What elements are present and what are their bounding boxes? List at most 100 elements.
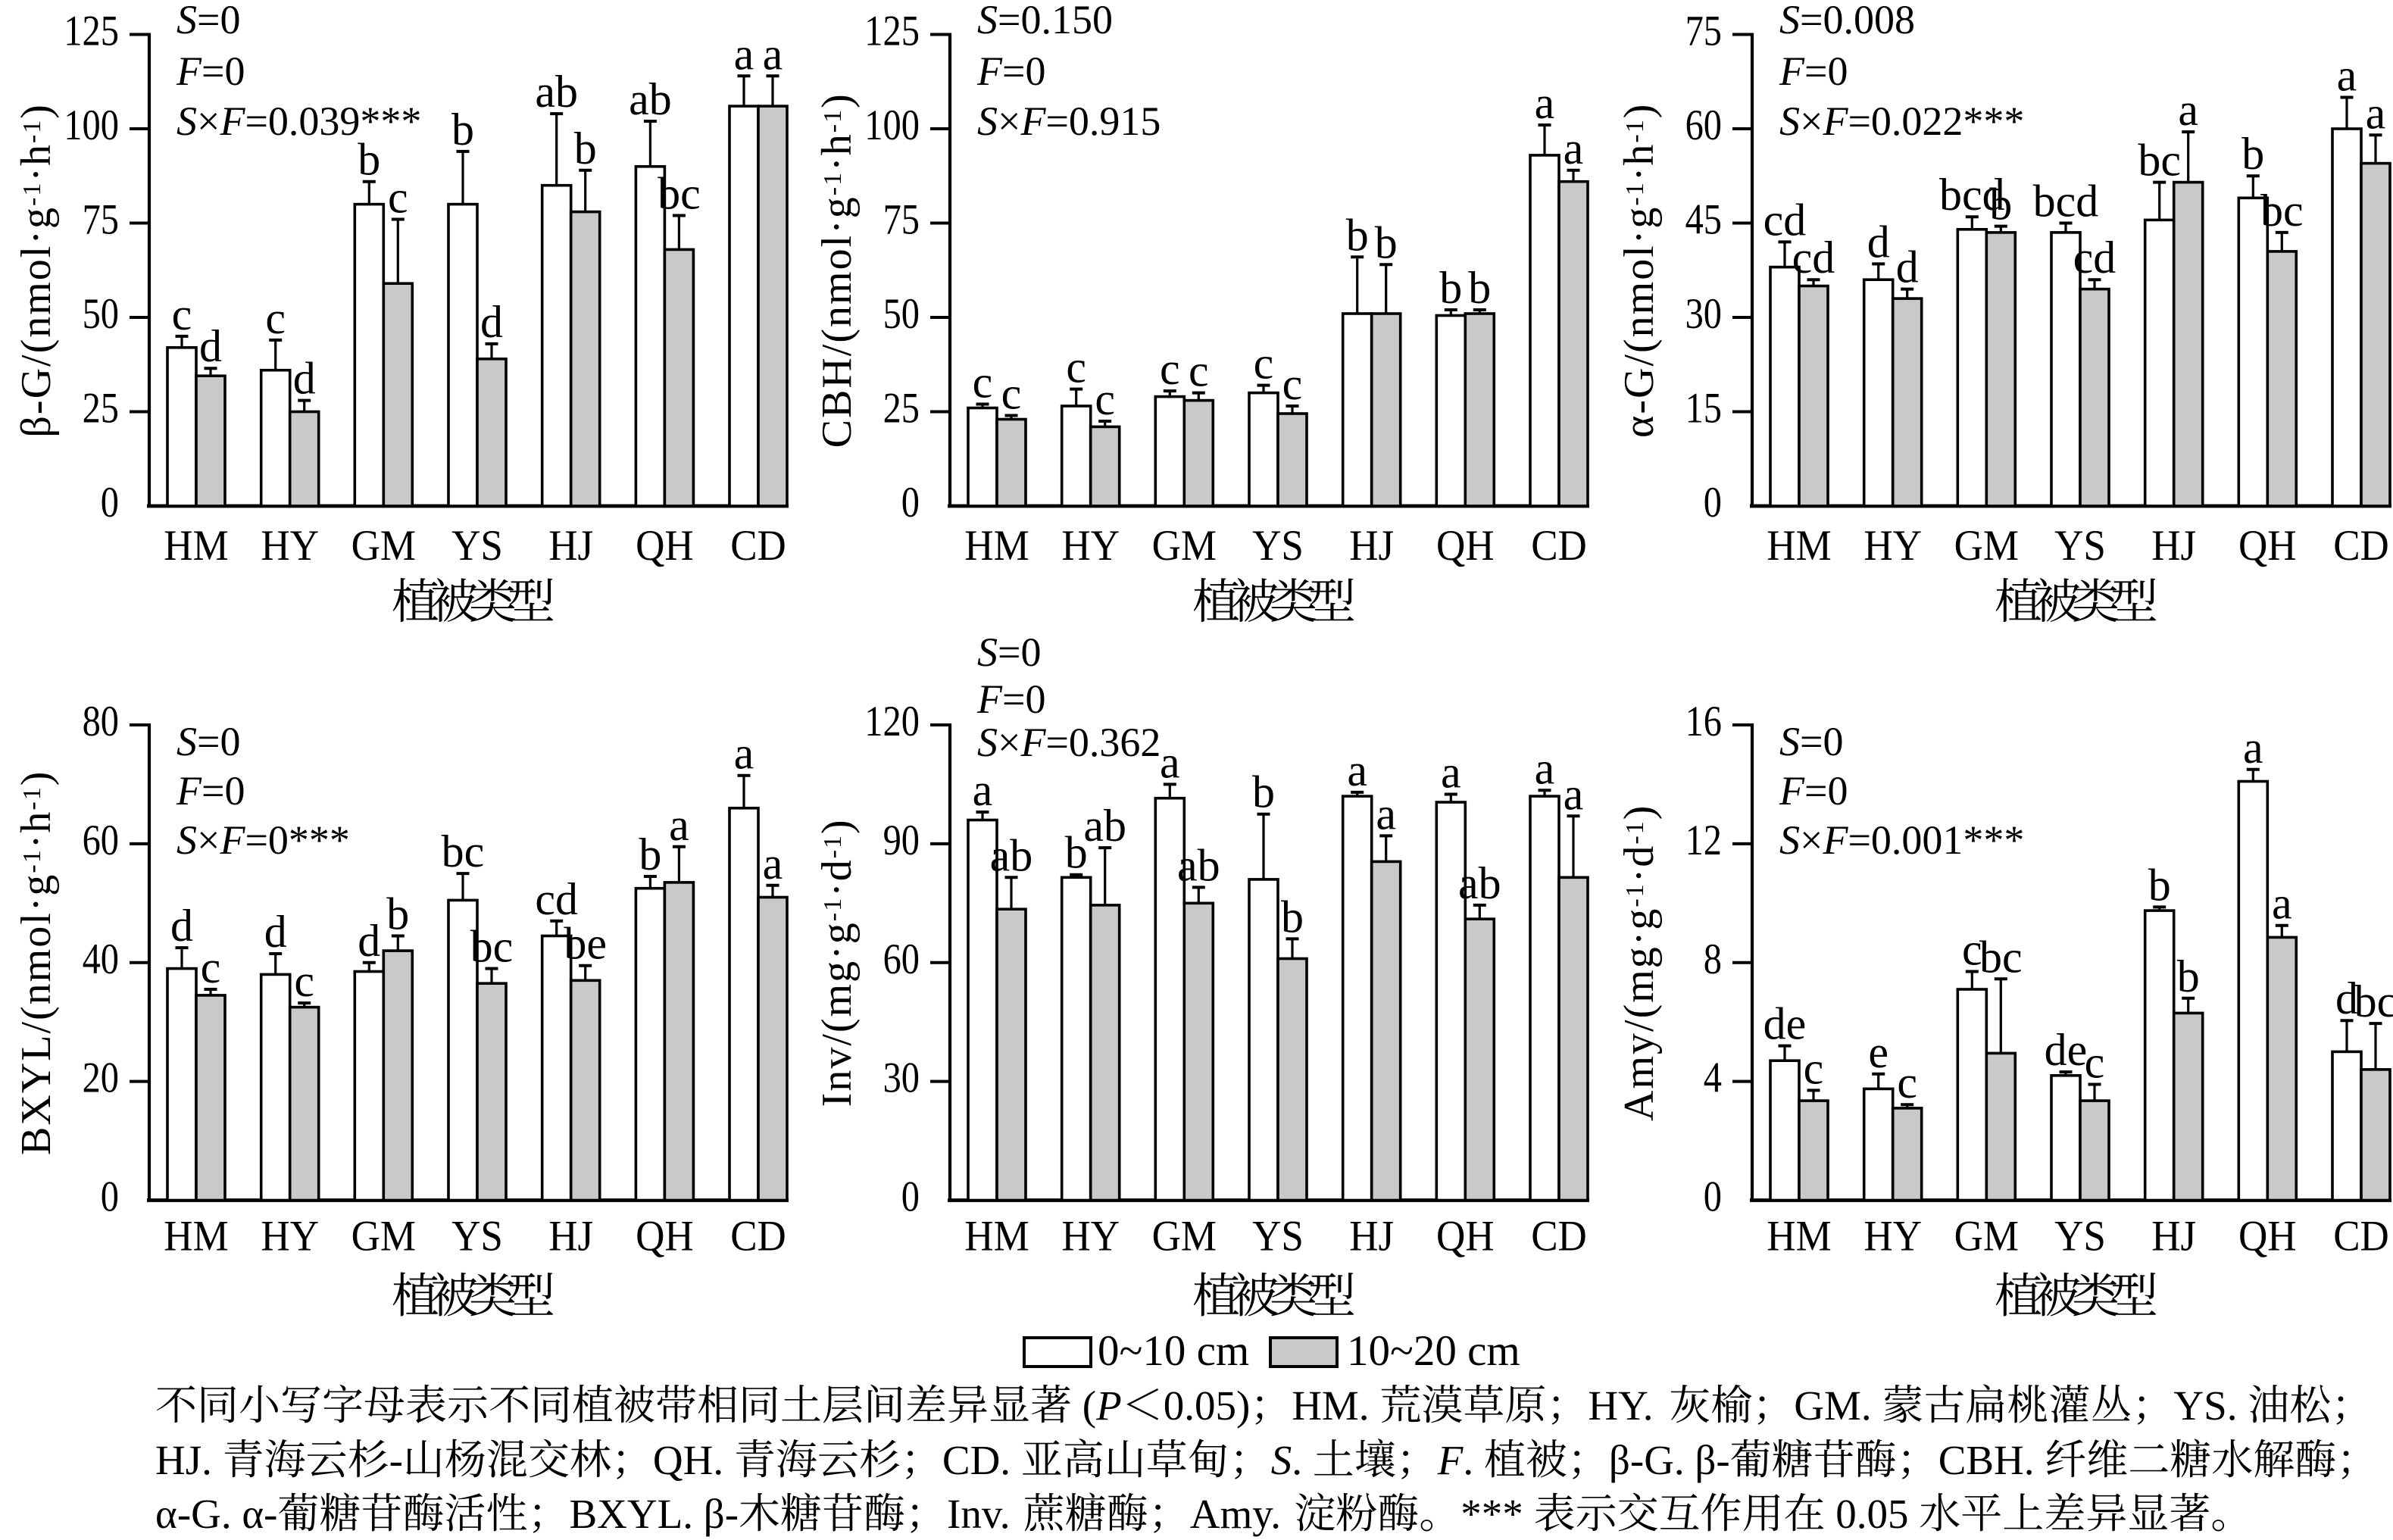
svg-text:b: b [1281, 892, 1304, 942]
svg-text:b: b [1989, 180, 2012, 230]
svg-text:d: d [1867, 217, 1890, 267]
svg-text:50: 50 [883, 290, 920, 338]
svg-text:bc: bc [1979, 932, 2023, 982]
svg-text:b: b [2148, 860, 2171, 910]
svg-text:0~10 cm: 0~10 cm [1098, 1327, 1249, 1375]
svg-text:a: a [2178, 85, 2198, 135]
svg-text:QH: QH [636, 1213, 694, 1260]
svg-text:a: a [1441, 748, 1461, 798]
svg-text:Amy/(mg·g-1·d-1): Amy/(mg·g-1·d-1) [1616, 804, 1663, 1121]
svg-text:-: - [389, 1437, 403, 1483]
svg-text:HY: HY [1061, 1213, 1120, 1260]
svg-text:F=0: F=0 [176, 768, 245, 814]
svg-text:a: a [2272, 879, 2292, 929]
svg-text:ab: ab [990, 830, 1033, 880]
svg-text:GM: GM [1954, 522, 2019, 570]
svg-text:10~20 cm: 10~20 cm [1347, 1327, 1520, 1375]
svg-text:0: 0 [101, 479, 119, 526]
svg-text:S.: S. [1271, 1437, 1302, 1483]
svg-text:cd: cd [1764, 195, 1807, 245]
svg-text:HY: HY [1061, 522, 1120, 570]
svg-text:de: de [2045, 1025, 2088, 1075]
svg-text:YS: YS [1252, 1213, 1304, 1260]
svg-text:HJ: HJ [548, 1213, 593, 1260]
svg-text:125: 125 [64, 8, 119, 55]
svg-text:HY.: HY. [1588, 1382, 1653, 1429]
svg-text:c: c [201, 942, 221, 992]
svg-text:YS: YS [1252, 522, 1304, 570]
svg-text:Inv.: Inv. [947, 1491, 1011, 1537]
svg-text:60: 60 [1685, 102, 1722, 149]
svg-text:a: a [2366, 88, 2386, 138]
svg-text:100: 100 [864, 102, 920, 149]
svg-text:CD: CD [2333, 1213, 2389, 1260]
svg-text:b: b [1346, 210, 1369, 260]
svg-text:a: a [1564, 769, 1584, 819]
svg-text:16: 16 [1685, 698, 1722, 745]
svg-text:HM: HM [164, 522, 228, 570]
svg-text:bc: bc [2138, 136, 2181, 186]
svg-text:d: d [293, 354, 316, 404]
svg-text:a: a [1347, 745, 1367, 795]
svg-text:S×F=0***: S×F=0*** [177, 817, 350, 863]
svg-text:be: be [564, 919, 607, 969]
svg-text:45: 45 [1685, 196, 1722, 244]
svg-text:b: b [1468, 263, 1491, 313]
svg-text:c: c [1962, 925, 1982, 975]
svg-text:75: 75 [83, 196, 119, 244]
svg-text:F=0: F=0 [176, 48, 245, 94]
svg-text:S=0: S=0 [977, 629, 1041, 675]
svg-text:75: 75 [883, 196, 920, 244]
svg-text:CD: CD [1531, 522, 1587, 570]
svg-text:α-G/(nmol·g-1·h-1): α-G/(nmol·g-1·h-1) [1616, 103, 1663, 438]
svg-text:0.05): 0.05) [1164, 1382, 1251, 1429]
svg-text:HY: HY [1863, 1213, 1922, 1260]
svg-text:YS.: YS. [2173, 1382, 2237, 1429]
svg-text:0: 0 [901, 1173, 920, 1221]
svg-text:100: 100 [64, 102, 119, 149]
svg-text:HM: HM [1767, 522, 1831, 570]
svg-text:cd: cd [535, 874, 578, 924]
svg-text:b: b [1375, 217, 1398, 267]
svg-text:S=0: S=0 [177, 0, 240, 42]
svg-text:30: 30 [883, 1054, 920, 1102]
svg-text:HJ: HJ [2151, 522, 2196, 570]
svg-text:GM: GM [351, 522, 416, 570]
svg-text:HM.: HM. [1292, 1382, 1369, 1429]
svg-text:d: d [480, 297, 503, 347]
svg-text:c: c [1160, 344, 1180, 394]
svg-text:d: d [199, 321, 222, 371]
svg-text:S=0: S=0 [1779, 719, 1843, 764]
svg-text:bc: bc [2354, 976, 2393, 1026]
svg-text:S×F=0.915: S×F=0.915 [977, 98, 1161, 144]
svg-text:4: 4 [1704, 1054, 1722, 1102]
svg-text:125: 125 [864, 8, 920, 55]
svg-text:CD: CD [730, 1213, 786, 1260]
svg-text:CD: CD [2333, 522, 2389, 570]
svg-text:a: a [1564, 123, 1584, 173]
svg-text:50: 50 [83, 290, 119, 338]
svg-text:0: 0 [101, 1173, 119, 1221]
svg-text:a: a [2337, 51, 2357, 101]
svg-text:b: b [358, 135, 380, 185]
svg-text:b: b [574, 123, 597, 173]
svg-text:ab: ab [1458, 858, 1501, 908]
svg-text:bc: bc [658, 169, 701, 219]
svg-text:c: c [1066, 342, 1086, 392]
svg-text:c: c [1804, 1043, 1824, 1093]
svg-text:GM: GM [1954, 1213, 2019, 1260]
svg-text:80: 80 [83, 698, 119, 745]
svg-text:25: 25 [83, 385, 119, 433]
svg-text:HJ: HJ [1349, 522, 1394, 570]
svg-text:a: a [763, 839, 783, 889]
svg-text:GM: GM [351, 1213, 416, 1260]
svg-text:12: 12 [1685, 817, 1722, 864]
svg-text:F=0: F=0 [976, 48, 1045, 94]
svg-text:CD.: CD. [942, 1437, 1011, 1483]
svg-text:0: 0 [1704, 1173, 1722, 1221]
svg-text:S=0.150: S=0.150 [977, 0, 1113, 42]
svg-text:S×F=0.362: S×F=0.362 [977, 720, 1161, 765]
svg-text:cd: cd [1792, 233, 1835, 283]
svg-text:de: de [1764, 999, 1807, 1049]
svg-text:d: d [1896, 242, 1919, 292]
